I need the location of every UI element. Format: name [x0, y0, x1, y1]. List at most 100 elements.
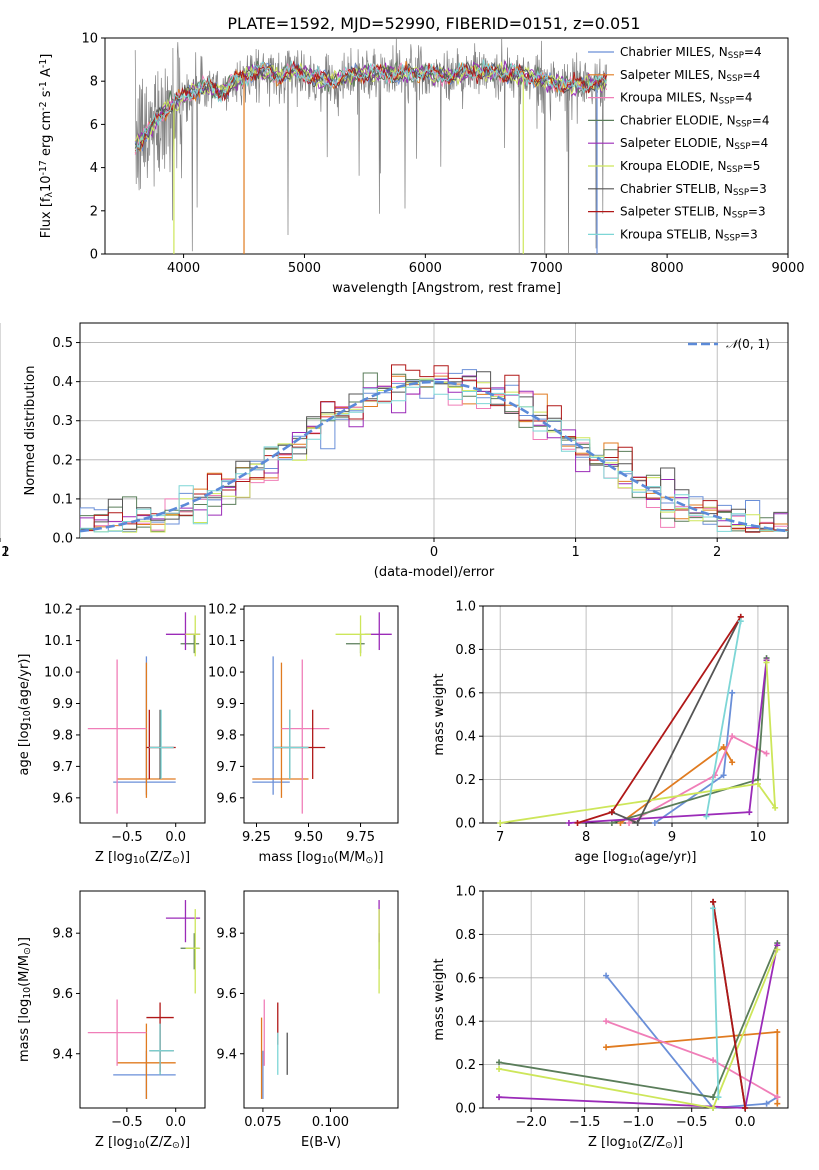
- observed-spectrum-line: [134, 38, 608, 254]
- z_weight-series-3-marker: [710, 1094, 717, 1101]
- z_weight-xlabel: Z [log10(Z/Z⊙)]: [588, 1135, 683, 1151]
- age_weight-frame: [482, 605, 789, 824]
- z_weight-series-5-marker: [710, 1105, 717, 1111]
- mass_age-xlabel: mass [log10(M/M⊙)]: [259, 850, 384, 866]
- age_weight-series-0-marker: [720, 772, 727, 779]
- z_age-ytick-label: 10.0: [44, 666, 73, 681]
- z_weight-series-5-marker: [496, 1065, 503, 1072]
- age_weight-series-2-marker: [729, 733, 736, 740]
- legend-entry-8: Kroupa STELIB, NSSP=3: [620, 227, 758, 243]
- age_weight-ytick-label: 0.2: [455, 773, 476, 788]
- z_weight-series-7-marker: [710, 898, 717, 905]
- age_weight-series-2-marker: [626, 820, 633, 826]
- mass_age-ytick-label: 9.9: [216, 697, 237, 712]
- z_weight-series-4-marker: [496, 1094, 503, 1101]
- z_age-ytick-label: 9.9: [52, 697, 73, 712]
- z_weight-frame: [482, 890, 789, 1109]
- age_weight-series-1: [619, 745, 733, 824]
- z_mass-axes: −0.5 0.0 9.4 9.6 9.8 Z [log10(Z/Z⊙)] mass [log…: [17, 890, 206, 1151]
- age_weight-series-4-marker: [746, 809, 753, 816]
- spectrum-title: PLATE=1592, MJD=52990, FIBERID=0151, z=0…: [227, 14, 640, 33]
- residuals-xtick-label: 0: [430, 545, 438, 560]
- age_weight-series-7-marker: [608, 809, 615, 816]
- age_weight-xtick-label: 7: [496, 830, 504, 845]
- z_weight-series-2-marker: [710, 1057, 717, 1064]
- residuals-axes: −2−1 0 1 2 0.0 0.1 0.2 0.3 0.4 0.5 (data-model)/er…: [0, 322, 789, 580]
- mass_age-frame: [243, 605, 399, 824]
- mass_age-ytick-label: 10.0: [208, 666, 237, 681]
- residuals-ytick-label: 0.0: [52, 532, 73, 547]
- age_weight-series-6-marker: [634, 820, 641, 826]
- age_weight-ytick-label: 0.0: [455, 817, 476, 832]
- z_weight-series-8-marker: [715, 1094, 722, 1101]
- spectrum-ytick-label: 8: [90, 75, 98, 90]
- z_weight-series-7: [712, 901, 747, 1109]
- spectrum-xtick-label: 4000: [167, 261, 200, 276]
- spectrum-ytick-label: 4: [90, 161, 98, 176]
- residuals-xtick-label: −1: [0, 545, 10, 560]
- ebv_mass-xtick-label: 0.100: [312, 1115, 349, 1130]
- age_weight-series-0-marker: [729, 689, 736, 696]
- spectrum-axes: 4000 5000 6000 7000 8000 9000 0 2 4 6 8 10 wavelengt…: [38, 32, 804, 297]
- legend-entry-6: Chabrier STELIB, NSSP=3: [620, 182, 767, 198]
- age_weight-xtick-label: 9: [668, 830, 676, 845]
- mass_age-axes: 9.25 9.50 9.75 9.6 9.7 9.8 9.9 10.0 10.1 10.2 mass…: [208, 603, 399, 866]
- residuals-xtick-label: 2: [713, 545, 721, 560]
- spectrum-frame: [104, 37, 789, 255]
- residuals-ytick-label: 0.5: [52, 336, 73, 351]
- legend-entry-7: Salpeter STELIB, NSSP=3: [620, 205, 766, 221]
- z_mass-ytick-label: 9.8: [52, 927, 73, 942]
- mass_age-xtick-label: 9.50: [294, 830, 323, 845]
- age_weight-series-4: [568, 660, 768, 824]
- spectrum-ylabel: Flux [fλ10-17 erg cm-2 s-1 A-1]: [38, 54, 54, 239]
- z_weight-xtick-label: 0.0: [735, 1115, 756, 1130]
- ebv_mass-ytick-label: 9.4: [216, 1047, 237, 1062]
- ebv_mass-ytick-label: 9.6: [216, 987, 237, 1002]
- ebv_mass-axes: 0.075 0.100 9.4 9.6 9.8 E(B-V): [216, 890, 399, 1150]
- z_weight-xtick-label: −2.0: [515, 1115, 547, 1130]
- z_weight-series-8: [712, 908, 720, 1098]
- z_weight-series-7-marker: [742, 1105, 749, 1111]
- age_weight-ylabel: mass weight: [432, 673, 447, 755]
- age_weight-xtick-label: 10: [750, 830, 767, 845]
- z_mass-frame: [79, 890, 206, 1109]
- residuals-ytick-label: 0.4: [52, 375, 73, 390]
- age_weight-ytick-label: 1.0: [455, 600, 476, 615]
- residuals-xtick-label: 1: [571, 545, 579, 560]
- mass_age-ytick-label: 9.6: [216, 791, 237, 806]
- z_mass-ylabel: mass [log10(M/M⊙)]: [17, 937, 33, 1062]
- mass_age-ytick-label: 10.1: [208, 634, 237, 649]
- legend-entry-1: Salpeter MILES, NSSP=4: [620, 68, 760, 84]
- z_age-ytick-label: 10.2: [44, 603, 73, 618]
- z_weight-xtick-label: −1.5: [569, 1115, 601, 1130]
- z_mass-xtick-label: −0.5: [111, 1115, 143, 1130]
- spectrum-xtick-label: 6000: [409, 261, 442, 276]
- legend-entry-5: Kroupa ELODIE, NSSP=5: [620, 159, 760, 175]
- z_mass-xlabel: Z [log10(Z/Z⊙)]: [95, 1135, 190, 1151]
- residuals-ytick-label: 0.1: [52, 492, 73, 507]
- spectrum-ytick-label: 6: [90, 118, 98, 133]
- residuals-ylabel: Normed distribution: [23, 366, 38, 496]
- mass_age-xtick-label: 9.25: [242, 830, 271, 845]
- z_mass-ytick-label: 9.4: [52, 1047, 73, 1062]
- z_weight-series-3-marker: [496, 1059, 503, 1066]
- age_weight-xtick-label: 8: [582, 830, 590, 845]
- legend-entry-2: Kroupa MILES, NSSP=4: [620, 91, 753, 107]
- z_weight-series-2-marker: [774, 1094, 781, 1101]
- z_mass-xtick-label: 0.0: [165, 1115, 186, 1130]
- z_weight-ylabel: mass weight: [432, 958, 447, 1040]
- age_weight-series-2-marker: [763, 750, 770, 757]
- residual-hist-8: [80, 379, 788, 538]
- z_age-xtick-label: 0.0: [165, 830, 186, 845]
- z_weight-ytick-label: 0.6: [455, 971, 476, 986]
- z_weight-series-1-marker: [774, 1029, 781, 1036]
- z_weight-series-0-marker: [763, 1100, 770, 1107]
- ebv_mass-ytick-label: 9.8: [216, 927, 237, 942]
- legend-gauss-label: 𝒩(0, 1): [726, 337, 770, 351]
- z_age-frame: [79, 605, 206, 824]
- residuals-xtick-label: −2: [0, 545, 10, 560]
- legend-entry-3: Chabrier ELODIE, NSSP=4: [620, 113, 769, 129]
- ebv_mass-frame: [243, 890, 399, 1109]
- age_weight-series-1-marker: [729, 759, 736, 766]
- z_weight-ytick-label: 0.0: [455, 1102, 476, 1117]
